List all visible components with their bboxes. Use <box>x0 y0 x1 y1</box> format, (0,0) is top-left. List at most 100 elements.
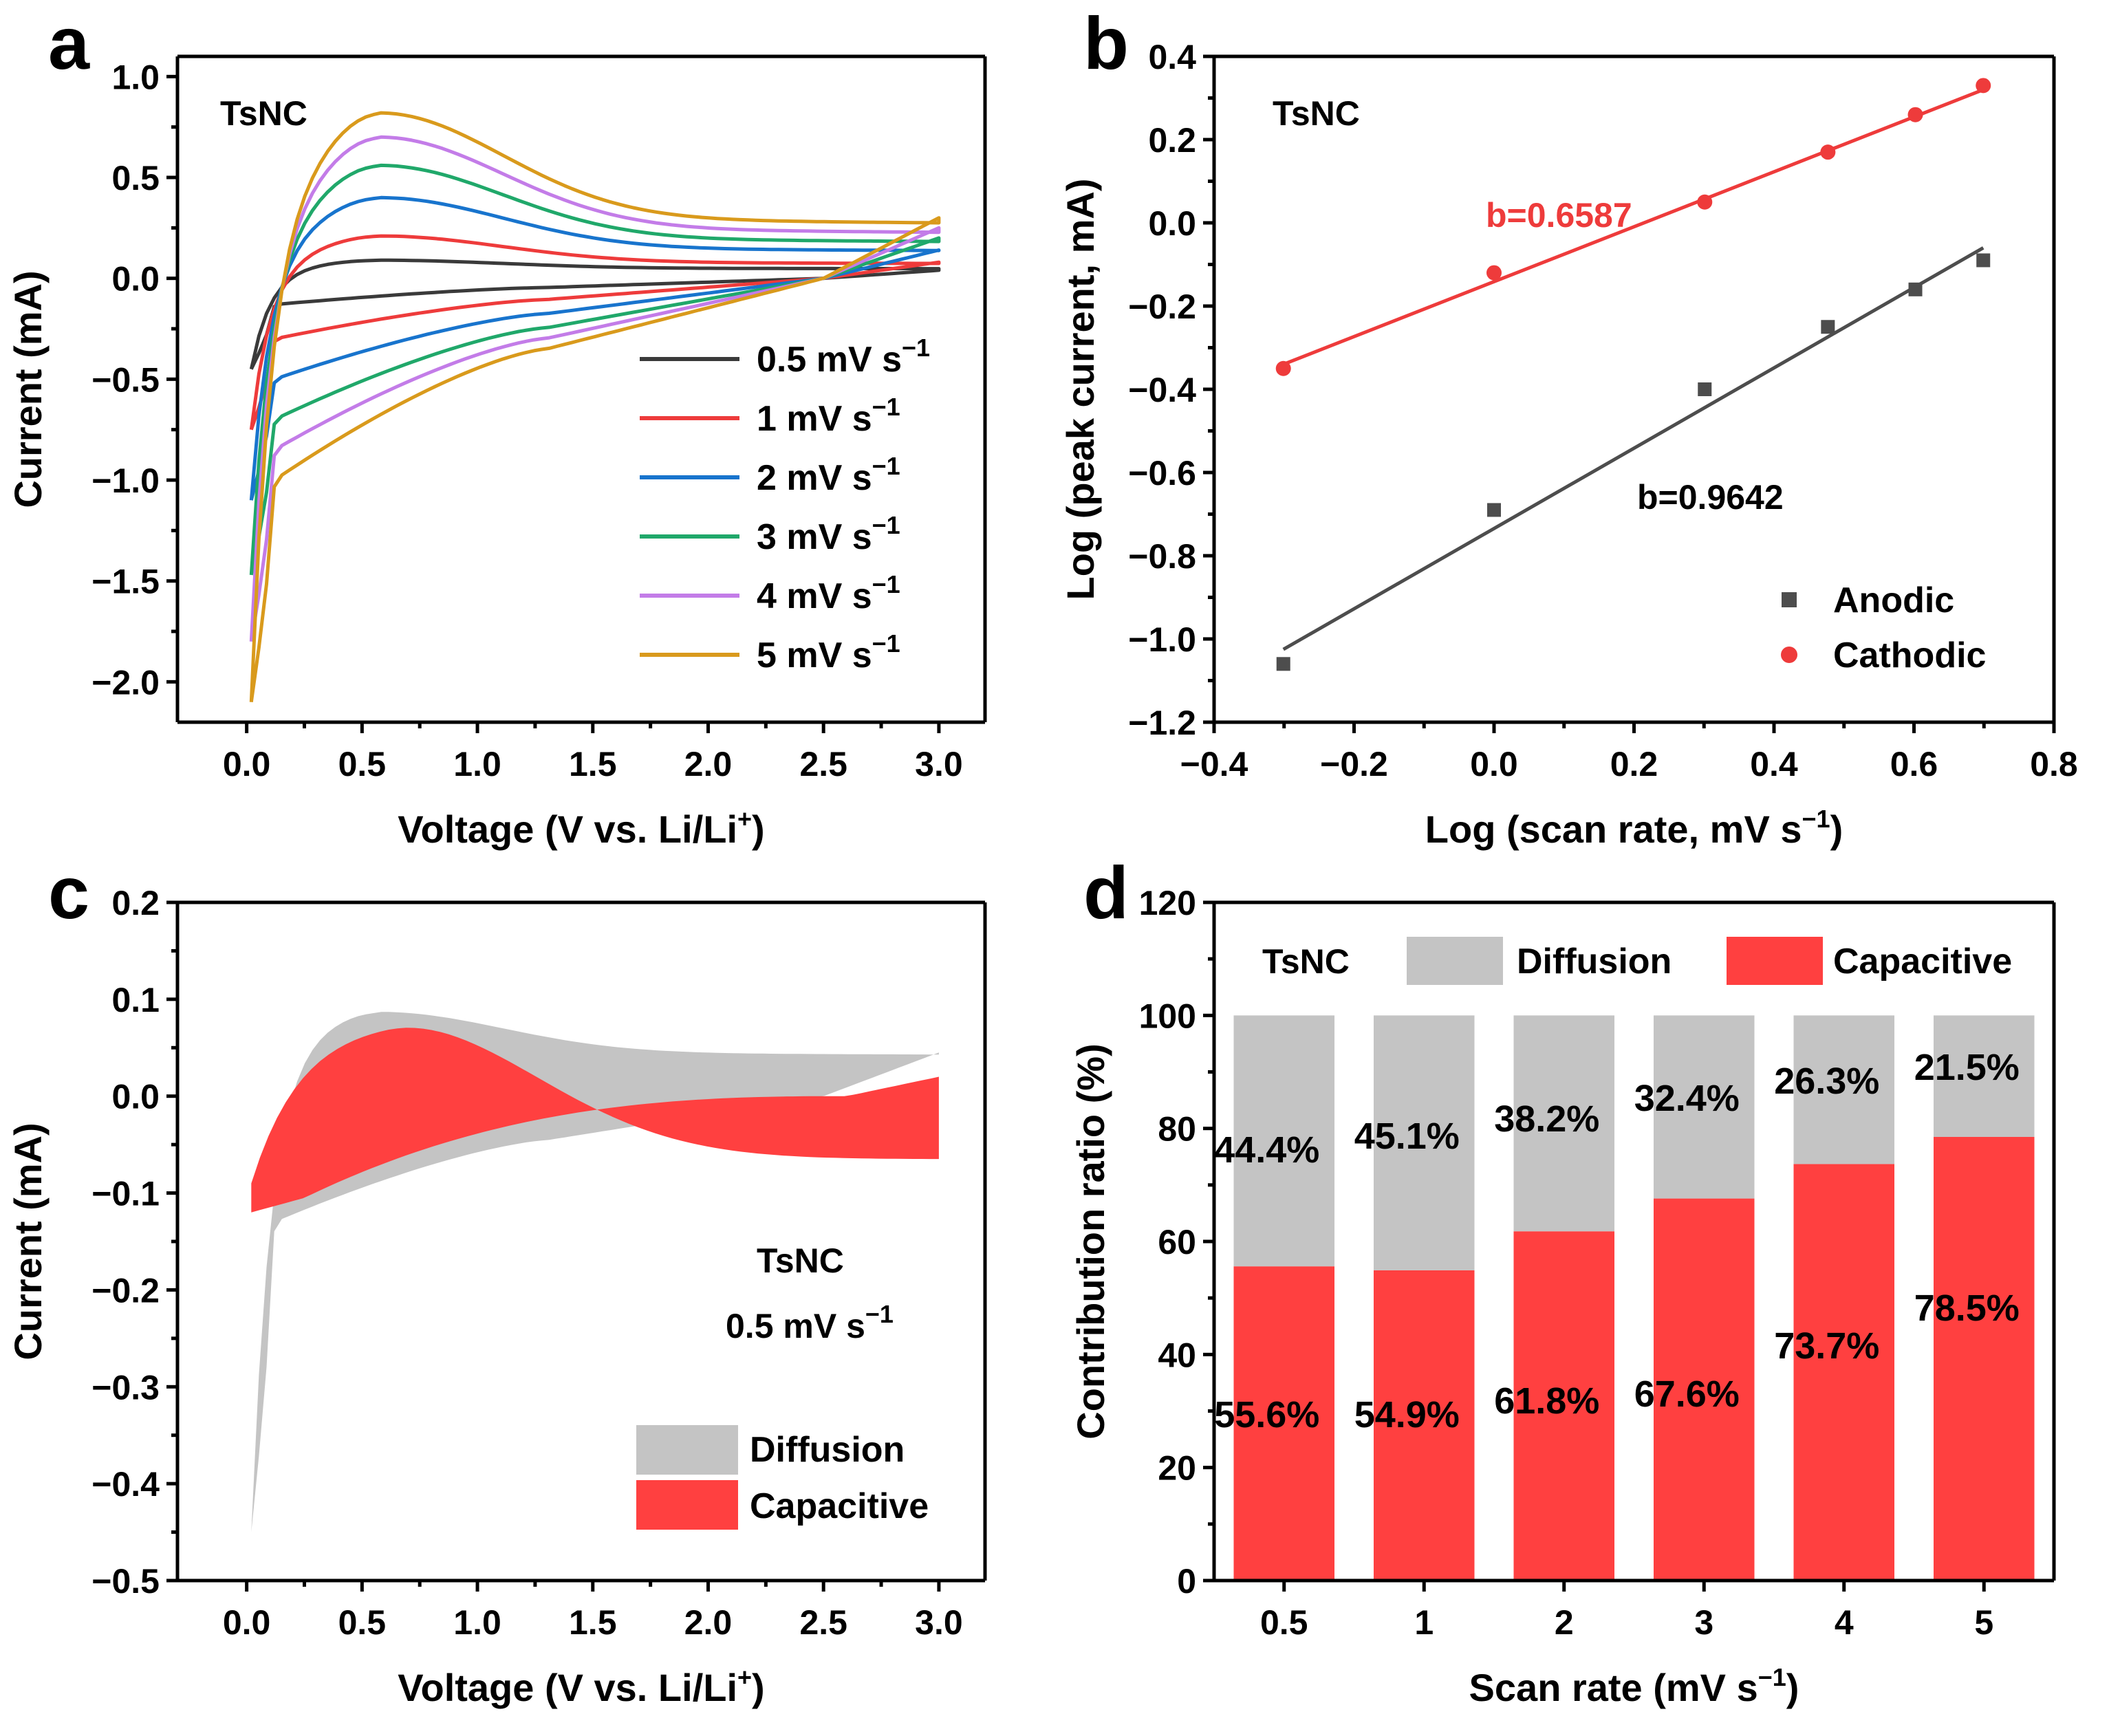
y-axis-label: Log (peak current, mA) <box>1059 179 1102 600</box>
y-axis-label: Current (mA) <box>6 1122 50 1360</box>
legend-label: 1 mV s−1 <box>757 393 900 439</box>
x-axis-label: Voltage (V vs. Li/Li+) <box>398 1663 764 1709</box>
y-tick-label: 60 <box>1158 1223 1196 1261</box>
fit-line-Cathodic <box>1282 88 1984 367</box>
capacitive-area <box>251 1028 939 1213</box>
bar-label-capacitive: 78.5% <box>1914 1288 2020 1329</box>
legend-label-diffusion: Diffusion <box>1517 942 1672 981</box>
bar-diffusion <box>1233 1015 1335 1267</box>
cv-curve-5-mV-s <box>249 111 941 703</box>
data-point-cathodic <box>1275 360 1291 376</box>
bar-label-capacitive: 55.6% <box>1214 1394 1319 1435</box>
data-point-anodic <box>1821 320 1835 334</box>
cv-curve-3-mV-s <box>249 163 941 576</box>
x-tick-label: 5 <box>1974 1603 1993 1642</box>
y-tick-label: −0.2 <box>91 1271 160 1310</box>
x-tick-label: 0.0 <box>223 1603 271 1642</box>
y-tick-label: 0 <box>1177 1562 1196 1601</box>
x-tick-label: 0.0 <box>223 745 271 783</box>
x-tick-label: 2.0 <box>684 1603 733 1642</box>
y-tick-label: 80 <box>1158 1110 1196 1149</box>
x-tick-label: 0.5 <box>338 1603 387 1642</box>
legend-marker-cathodic <box>1781 647 1797 663</box>
y-axis-label: Current (mA) <box>6 270 50 508</box>
x-axis-label: Log (scan rate, mV s−1) <box>1425 805 1843 851</box>
y-tick-label: 1.0 <box>111 58 160 96</box>
bar-label-diffusion: 45.1% <box>1354 1116 1460 1157</box>
bar-label-diffusion: 26.3% <box>1774 1061 1879 1102</box>
y-tick-label: −0.5 <box>91 1562 160 1601</box>
bar-diffusion <box>1793 1015 1895 1164</box>
annotation-tsnc: TsNC <box>220 94 307 133</box>
panel-c: 0.2 0.1 0.0 −0.1 −0.2 −0.3 −0.4 −0.5 0.0 0.5 1.0 1.… <box>6 851 987 1709</box>
x-tick-label: 1.0 <box>453 745 501 783</box>
y-tick-label: 0.0 <box>111 260 160 299</box>
data-point-anodic <box>1976 253 1991 268</box>
x-tick-label: 1.5 <box>569 745 617 783</box>
legend-marker-anodic <box>1782 592 1797 607</box>
panel-a: 1.0 0.5 0.0 −0.5 −1.0 −1.5 −2.0 0.0 0.5 1.0 1.5 2.0… <box>6 1 987 851</box>
fit-label-cathodic: b=0.6587 <box>1486 196 1632 235</box>
data-point-cathodic <box>1697 194 1713 210</box>
y-tick-label: −0.2 <box>1128 287 1196 326</box>
y-tick-label: −0.4 <box>91 1465 160 1504</box>
bar-label-capacitive: 73.7% <box>1774 1325 1879 1367</box>
y-tick-label: −0.5 <box>91 360 160 399</box>
bar-diffusion <box>1513 1015 1615 1232</box>
bar-capacitive <box>1373 1270 1475 1581</box>
cv-curve-2-mV-s <box>249 195 941 501</box>
bar-label-capacitive: 67.6% <box>1634 1374 1740 1415</box>
bar-capacitive <box>1513 1231 1615 1581</box>
panel-letter-b: b <box>1083 1 1129 85</box>
y-tick-label: −2.0 <box>91 663 160 702</box>
legend-swatch-diffusion <box>636 1425 738 1475</box>
bar-label-diffusion: 44.4% <box>1214 1129 1319 1171</box>
legend-label-capacitive: Capacitive <box>1833 942 2012 981</box>
cv-curve-0.5-mV-s <box>249 258 941 370</box>
legend-label-diffusion: Diffusion <box>750 1430 905 1470</box>
x-tick-label: 3.0 <box>915 745 963 783</box>
x-axis-label: Scan rate (mV s−1) <box>1469 1663 1799 1709</box>
bar-diffusion <box>1653 1015 1755 1199</box>
y-tick-label: 0.0 <box>1148 204 1196 243</box>
bar-diffusion <box>1933 1015 2035 1137</box>
y-tick-label: −0.6 <box>1128 454 1196 492</box>
bar-capacitive <box>1233 1266 1335 1581</box>
legend-label: 3 mV s−1 <box>757 511 900 557</box>
bar-label-diffusion: 38.2% <box>1494 1098 1599 1140</box>
annotation-tsnc: TsNC <box>1262 942 1350 981</box>
bar-label-capacitive: 61.8% <box>1494 1380 1599 1422</box>
fit-line-Anodic <box>1282 246 1984 651</box>
x-tick-label: 1.5 <box>569 1603 617 1642</box>
cv-curve-1-mV-s <box>249 234 941 431</box>
bar-capacitive <box>1933 1136 2035 1581</box>
bar-label-diffusion: 21.5% <box>1914 1047 2020 1088</box>
data-point-cathodic <box>1486 265 1502 281</box>
y-tick-label: 0.0 <box>111 1078 160 1116</box>
data-point-anodic <box>1276 657 1290 671</box>
panel-letter-a: a <box>48 1 90 85</box>
y-tick-label: 0.2 <box>111 884 160 922</box>
y-tick-label: −0.3 <box>91 1368 160 1407</box>
y-tick-label: 0.1 <box>111 981 160 1019</box>
x-tick-label: 0.5 <box>338 745 387 783</box>
legend-label: 0.5 mV s−1 <box>757 334 930 380</box>
legend-swatch-capacitive <box>636 1480 738 1530</box>
bar-label-diffusion: 32.4% <box>1634 1078 1740 1119</box>
panel-d: 0.5 1 2 3 4 5 44.4% 55.6% 45.1% 54.9% 38.2% 61.8% 32… <box>1069 851 2056 1709</box>
y-tick-label: −0.1 <box>91 1175 160 1213</box>
legend-label: 5 mV s−1 <box>757 629 900 675</box>
annotation-scan-rate: 0.5 mV s−1 <box>726 1300 894 1345</box>
y-tick-label: −1.0 <box>1128 620 1196 659</box>
y-tick-label: 0.4 <box>1148 38 1196 76</box>
x-axis-label: Voltage (V vs. Li/Li+) <box>398 805 764 851</box>
x-tick-label: 3 <box>1694 1603 1713 1642</box>
y-tick-label: 20 <box>1158 1449 1196 1488</box>
x-tick-label: 4 <box>1835 1603 1854 1642</box>
y-tick-label: −1.5 <box>91 563 160 601</box>
data-point-anodic <box>1908 282 1923 296</box>
legend-label: 2 mV s−1 <box>757 452 900 498</box>
x-tick-label: 0.0 <box>1470 745 1518 783</box>
legend-swatch-capacitive <box>1727 937 1823 985</box>
annotation-tsnc: TsNC <box>757 1241 844 1280</box>
